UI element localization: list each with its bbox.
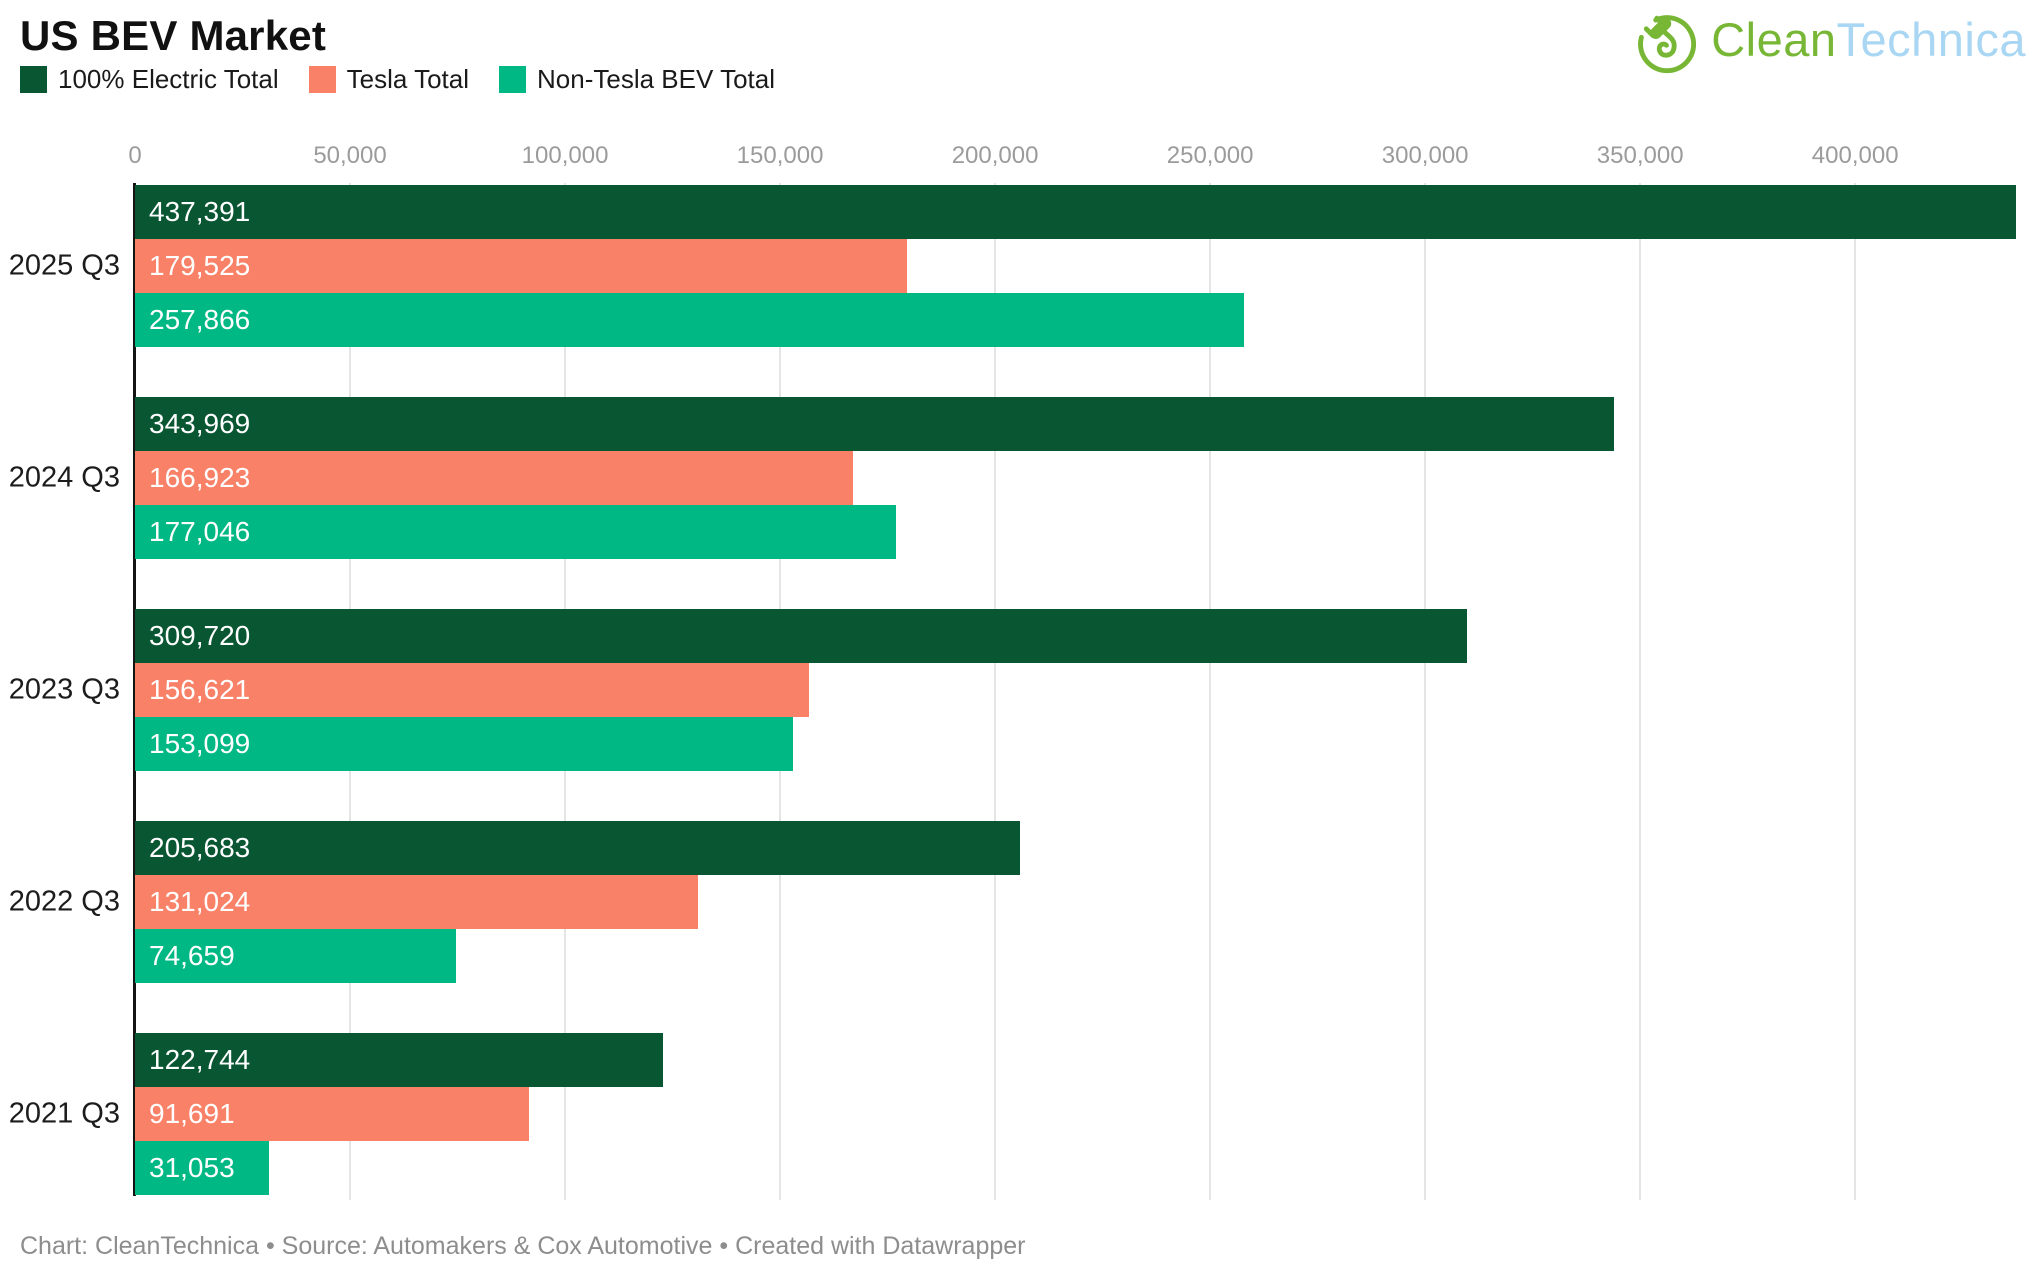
category-label: 2022 Q3 xyxy=(8,885,120,918)
bar-value-label: 166,923 xyxy=(149,462,251,493)
bar: 91,691 xyxy=(135,1087,530,1141)
bar: 257,866 xyxy=(135,293,1244,347)
legend-swatch xyxy=(499,66,527,93)
bar: 309,720 xyxy=(135,609,1467,663)
bar: 31,053 xyxy=(135,1141,269,1195)
bar: 156,621 xyxy=(135,663,809,717)
bar-value-label: 257,866 xyxy=(149,304,251,335)
footer-credit: Chart: CleanTechnica • Source: Automaker… xyxy=(20,1232,1026,1260)
bar: 343,969 xyxy=(135,397,1615,451)
gridline xyxy=(1639,183,1642,1200)
bar-value-label: 309,720 xyxy=(149,620,251,651)
bar: 205,683 xyxy=(135,821,1020,875)
brand-logo-text-blue: Technica xyxy=(1836,13,2026,66)
legend-item: Non-Tesla BEV Total xyxy=(499,66,775,93)
bar: 177,046 xyxy=(135,505,897,559)
legend-label: 100% Electric Total xyxy=(58,64,279,94)
legend-item: 100% Electric Total xyxy=(20,66,279,93)
bar-value-label: 31,053 xyxy=(149,1152,235,1183)
brand-logo[interactable]: CleanTechnica xyxy=(1633,6,2026,74)
chart-title: US BEV Market xyxy=(20,12,327,59)
bar: 153,099 xyxy=(135,717,794,771)
category-label: 2024 Q3 xyxy=(8,461,120,494)
axis-tick-label: 200,000 xyxy=(951,142,1039,169)
axis-tick-label: 250,000 xyxy=(1166,142,1254,169)
axis-zero-line xyxy=(133,183,136,1196)
bar-value-label: 205,683 xyxy=(149,832,251,863)
legend-label: Non-Tesla BEV Total xyxy=(537,64,775,94)
axis-tick-label: 150,000 xyxy=(736,142,824,169)
gridline xyxy=(994,183,997,1200)
axis-tick-label: 400,000 xyxy=(1811,142,1899,169)
axis-tick-label: 100,000 xyxy=(521,142,609,169)
category-label: 2025 Q3 xyxy=(8,249,120,282)
bar-value-label: 437,391 xyxy=(149,196,251,227)
brand-logo-text: CleanTechnica xyxy=(1711,6,2026,74)
legend-swatch xyxy=(308,66,336,93)
category-label: 2023 Q3 xyxy=(8,673,120,706)
legend-item: Tesla Total xyxy=(308,64,470,94)
bar-value-label: 131,024 xyxy=(149,886,251,917)
axis-tick-label: 50,000 xyxy=(313,142,387,169)
bar-value-label: 179,525 xyxy=(149,250,251,281)
axis-tick-label: 300,000 xyxy=(1381,142,1469,169)
bar-value-label: 153,099 xyxy=(149,728,251,759)
bar: 74,659 xyxy=(135,929,457,983)
bar-value-label: 177,046 xyxy=(149,516,251,547)
category-label: 2021 Q3 xyxy=(8,1097,120,1130)
bar-value-label: 91,691 xyxy=(149,1098,235,1129)
gridline xyxy=(1209,183,1212,1200)
bar-value-label: 74,659 xyxy=(149,940,235,971)
brand-logo-icon xyxy=(1633,6,1701,74)
bar: 179,525 xyxy=(135,239,908,293)
axis-tick-label: 0 xyxy=(128,142,142,169)
bar-value-label: 343,969 xyxy=(149,408,251,439)
axis-tick-label: 350,000 xyxy=(1596,142,1684,169)
legend-swatch xyxy=(20,66,47,93)
legend: 100% Electric Total Tesla Total Non-Tesla … xyxy=(20,66,775,93)
gridline xyxy=(1424,183,1427,1200)
bar: 131,024 xyxy=(135,875,699,929)
gridline xyxy=(1854,183,1857,1200)
bar: 166,923 xyxy=(135,451,853,505)
bar-value-label: 156,621 xyxy=(149,674,251,705)
bar-value-label: 122,744 xyxy=(149,1044,251,1075)
bar: 437,391 xyxy=(135,185,2016,239)
bar: 122,744 xyxy=(135,1033,663,1087)
legend-label: Tesla Total xyxy=(346,64,470,94)
brand-logo-text-green: Clean xyxy=(1711,13,1837,66)
